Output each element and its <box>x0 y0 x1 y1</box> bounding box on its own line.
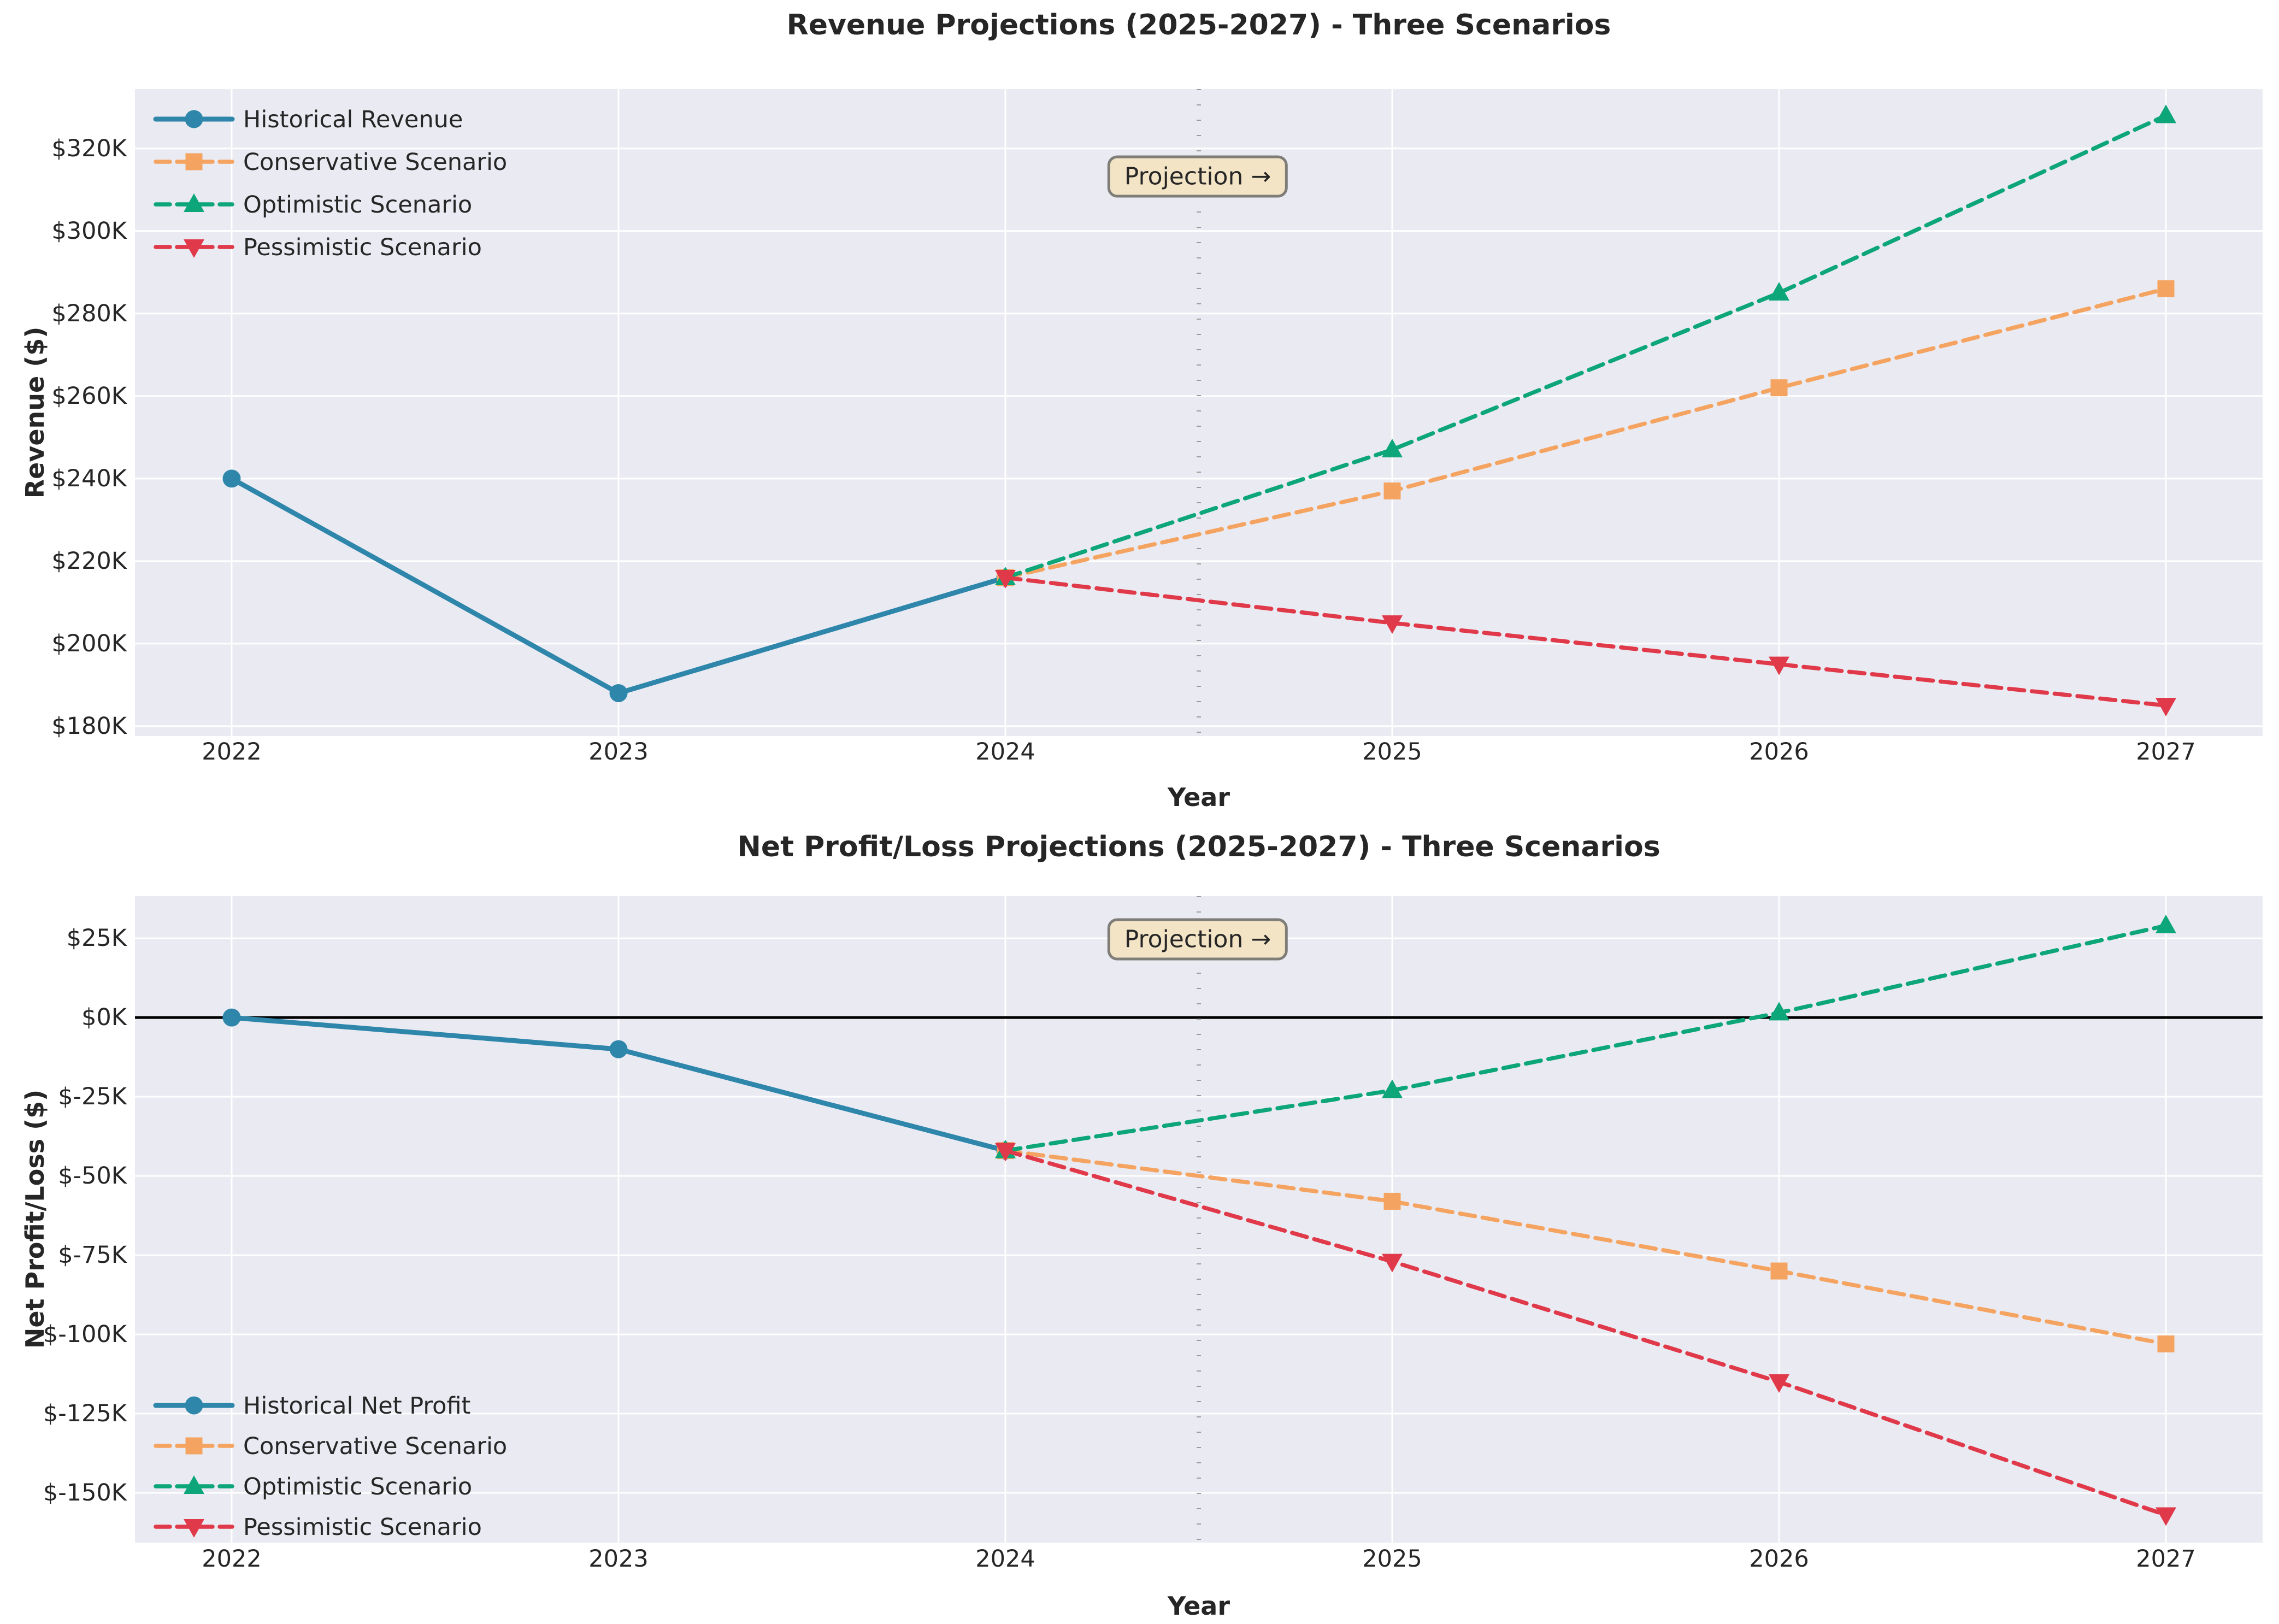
marker-legend-conservative-scenario <box>185 1437 203 1455</box>
chart-title: Net Profit/Loss Projections (2025-2027) … <box>737 831 1660 863</box>
y-tick-label: $220K <box>51 547 127 575</box>
legend-item-historical-revenue: Historical Revenue <box>153 106 463 133</box>
legend-label: Conservative Scenario <box>243 149 507 176</box>
y-tick-label: $180K <box>51 712 127 740</box>
x-tick-label: 2027 <box>2136 738 2196 766</box>
x-tick-label: 2022 <box>202 1545 262 1573</box>
marker-pessimistic-scenario <box>2156 1507 2176 1526</box>
marker-historical-net-profit <box>222 1008 241 1027</box>
y-tick-label: $0K <box>81 1004 127 1032</box>
y-tick-label: $-75K <box>58 1241 127 1269</box>
legend-item-conservative-scenario: Conservative Scenario <box>154 149 507 176</box>
legend-label: Historical Net Profit <box>243 1392 470 1420</box>
legend-item-optimistic-scenario: Optimistic Scenario <box>154 1473 472 1501</box>
x-axis-label: Year <box>1167 782 1230 812</box>
marker-optimistic-scenario <box>1769 282 1789 301</box>
y-tick-label: $-150K <box>43 1479 127 1507</box>
marker-conservative-scenario <box>2157 1335 2175 1352</box>
marker-optimistic-scenario <box>1382 438 1403 457</box>
net-profit-plot-svg: Historical Net Profit Conservative Scenar… <box>135 896 2263 1543</box>
x-tick-label: 2025 <box>1362 738 1422 766</box>
y-tick-label: $260K <box>51 382 127 410</box>
x-tick-label: 2026 <box>1749 738 1809 766</box>
y-tick-label: $280K <box>51 299 127 327</box>
x-tick-label: 2023 <box>588 738 649 766</box>
marker-legend-optimistic-scenario <box>184 1475 204 1494</box>
y-tick-label: $25K <box>66 925 127 952</box>
legend-label: Optimistic Scenario <box>243 1473 472 1501</box>
projection-annotation: Projection → <box>1107 918 1288 961</box>
legend-label: Conservative Scenario <box>243 1433 507 1460</box>
legend-label: Pessimistic Scenario <box>243 234 482 261</box>
x-tick-label: 2023 <box>588 1545 649 1573</box>
marker-historical-revenue <box>609 684 628 702</box>
marker-conservative-scenario <box>1770 379 1788 397</box>
revenue-plot-svg: Historical Revenue Conservative Scenario O… <box>135 89 2263 736</box>
chart-revenue-projections: Historical Revenue Conservative Scenario O… <box>20 9 2263 812</box>
marker-optimistic-scenario <box>1382 1079 1403 1098</box>
y-tick-label: $-25K <box>58 1083 127 1111</box>
marker-conservative-scenario <box>2157 280 2175 297</box>
y-tick-label: $300K <box>51 217 127 245</box>
y-tick-label: $240K <box>51 464 127 492</box>
marker-pessimistic-scenario <box>1769 656 1789 675</box>
legend-item-conservative-scenario: Conservative Scenario <box>154 1433 507 1460</box>
marker-pessimistic-scenario <box>995 1143 1016 1162</box>
marker-pessimistic-scenario <box>2156 698 2176 717</box>
marker-optimistic-scenario <box>2156 104 2176 123</box>
x-tick-label: 2024 <box>975 1545 1035 1573</box>
y-axis-label: Net Profit/Loss ($) <box>20 1089 50 1349</box>
marker-pessimistic-scenario <box>1382 615 1403 634</box>
x-tick-label: 2024 <box>975 738 1035 766</box>
marker-optimistic-scenario <box>1769 1002 1789 1021</box>
series-line-pessimistic-scenario <box>1003 575 2168 708</box>
marker-legend-pessimistic-scenario <box>184 239 204 258</box>
legend-label: Pessimistic Scenario <box>243 1514 482 1541</box>
x-tick-label: 2022 <box>202 738 262 766</box>
legend-label: Historical Revenue <box>243 106 463 133</box>
marker-conservative-scenario <box>1770 1262 1788 1280</box>
marker-optimistic-scenario <box>2156 914 2176 933</box>
marker-legend-pessimistic-scenario <box>184 1519 204 1538</box>
marker-legend-historical-net-profit <box>185 1396 203 1415</box>
legend-item-optimistic-scenario: Optimistic Scenario <box>154 191 472 219</box>
series-line-optimistic-scenario <box>1003 923 2168 1153</box>
marker-legend-conservative-scenario <box>185 153 203 170</box>
x-tick-label: 2027 <box>2136 1545 2196 1573</box>
y-tick-label: $-100K <box>43 1321 127 1348</box>
marker-conservative-scenario <box>1383 482 1401 499</box>
legend: Historical Revenue Conservative Scenario O… <box>153 106 507 261</box>
marker-conservative-scenario <box>1383 1192 1401 1210</box>
marker-historical-revenue <box>222 469 241 488</box>
marker-legend-optimistic-scenario <box>184 193 204 212</box>
legend-item-historical-net-profit: Historical Net Profit <box>153 1392 470 1420</box>
legend-label: Optimistic Scenario <box>243 191 472 219</box>
series-line-conservative-scenario <box>1003 286 2168 580</box>
x-tick-label: 2025 <box>1362 1545 1422 1573</box>
projection-annotation: Projection → <box>1107 155 1288 198</box>
marker-pessimistic-scenario <box>1769 1374 1789 1393</box>
legend-item-pessimistic-scenario: Pessimistic Scenario <box>154 1514 482 1541</box>
series-line-conservative-scenario <box>1003 1148 2168 1346</box>
legend-item-pessimistic-scenario: Pessimistic Scenario <box>154 234 482 261</box>
series-line-optimistic-scenario <box>1003 113 2168 580</box>
y-tick-label: $-125K <box>43 1399 127 1427</box>
x-axis-label: Year <box>1167 1591 1230 1621</box>
marker-pessimistic-scenario <box>995 570 1016 589</box>
y-tick-label: $320K <box>51 134 127 162</box>
y-tick-label: $-50K <box>58 1162 127 1190</box>
chart-title: Revenue Projections (2025-2027) - Three … <box>786 9 1611 42</box>
marker-legend-historical-revenue <box>185 110 203 128</box>
legend: Historical Net Profit Conservative Scenar… <box>153 1392 507 1541</box>
x-tick-label: 2026 <box>1749 1545 1809 1573</box>
y-tick-label: $200K <box>51 629 127 657</box>
series-line-pessimistic-scenario <box>1003 1148 2168 1517</box>
marker-pessimistic-scenario <box>1382 1254 1403 1273</box>
marker-historical-net-profit <box>609 1040 628 1058</box>
chart-net-profit-projections: Historical Net Profit Conservative Scenar… <box>0 820 2279 1624</box>
